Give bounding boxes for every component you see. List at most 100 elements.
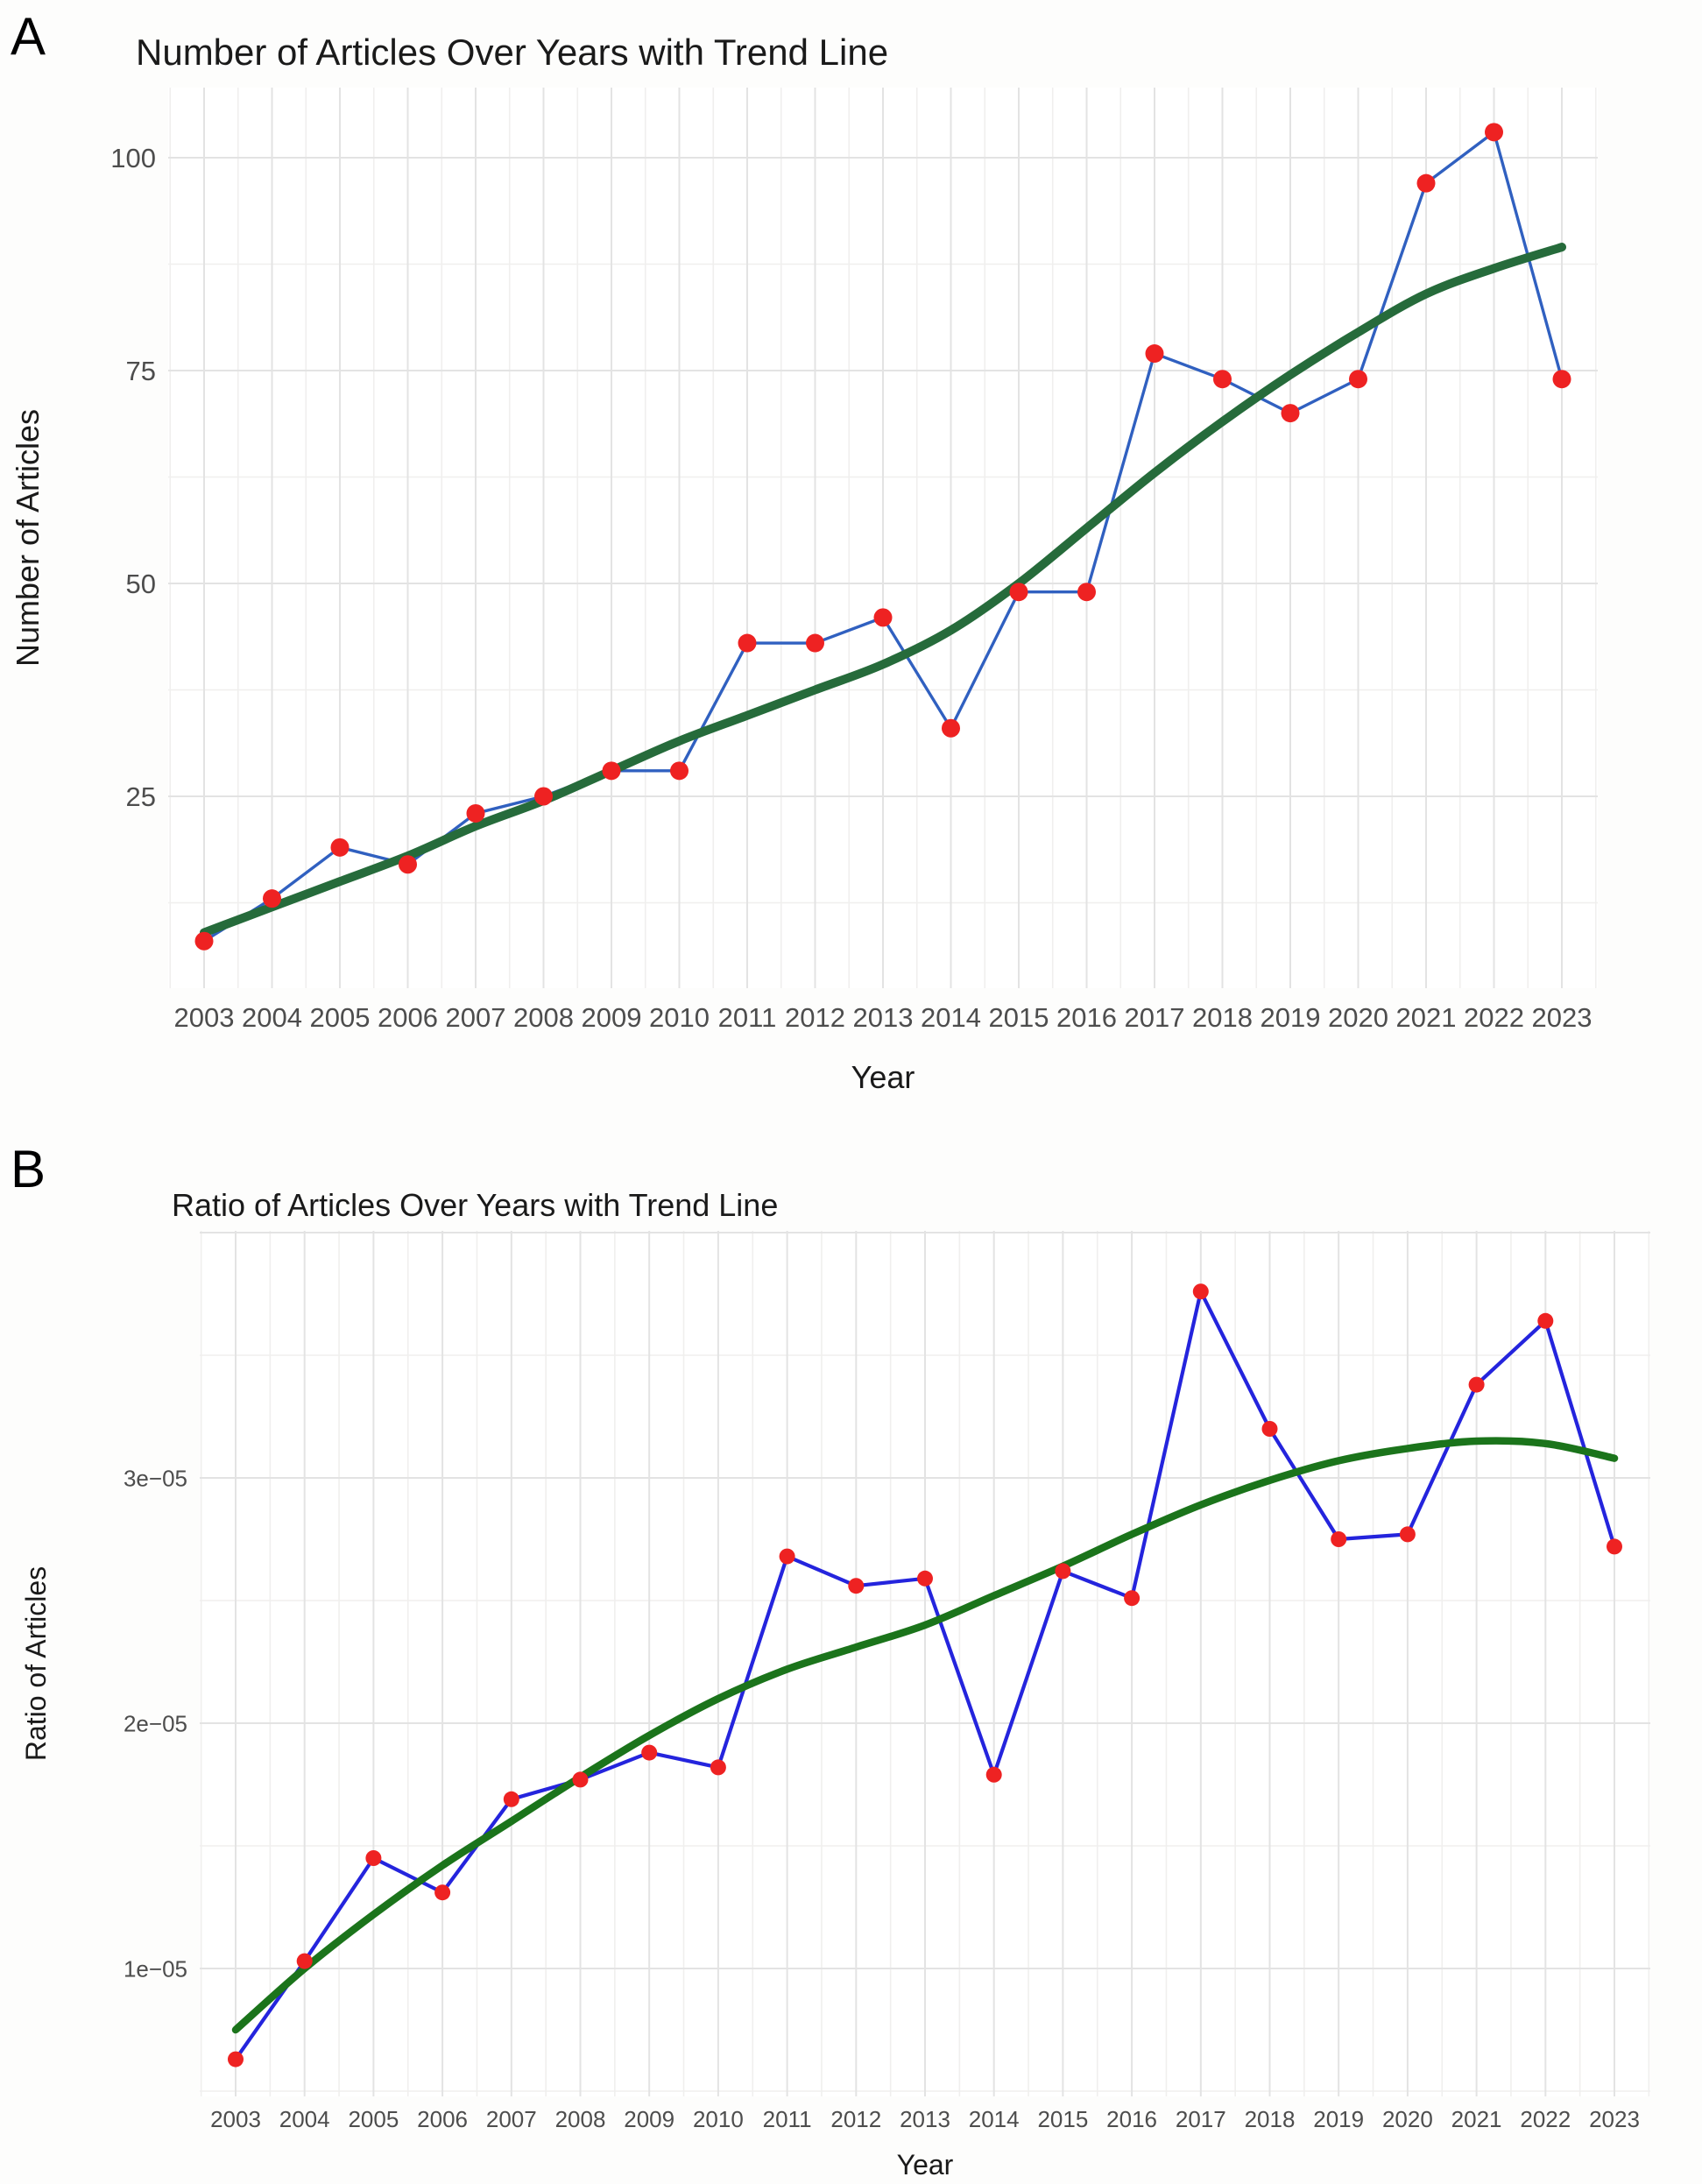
- data-point: [1145, 344, 1164, 364]
- chart-a-y-axis-title: Number of Articles: [10, 409, 46, 667]
- x-tick-label: 2019: [1313, 2106, 1364, 2132]
- y-tick-label: 3e−05: [124, 1465, 187, 1491]
- data-point: [710, 1759, 726, 1776]
- trend-line: [200, 243, 1566, 937]
- trend-line: [231, 1437, 1619, 2034]
- y-tick-label: 1e−05: [124, 1955, 187, 1982]
- y-tick-label: 75: [126, 356, 156, 386]
- x-tick-label: 2004: [242, 1002, 302, 1033]
- x-tick-label: 2022: [1464, 1002, 1524, 1033]
- x-tick-label: 2007: [446, 1002, 506, 1033]
- x-tick-label: 2004: [279, 2106, 330, 2132]
- x-tick-label: 2020: [1382, 2106, 1433, 2132]
- x-tick-label: 2017: [1125, 1002, 1185, 1033]
- chart-a-title: Number of Articles Over Years with Trend…: [136, 32, 888, 73]
- x-tick-label: 2017: [1176, 2106, 1226, 2132]
- data-point: [503, 1791, 519, 1807]
- chart-a-x-axis-title: Year: [851, 1059, 915, 1095]
- data-point: [365, 1850, 382, 1866]
- x-tick-label: 2018: [1192, 1002, 1253, 1033]
- data-point: [1537, 1312, 1554, 1329]
- y-tick-label: 2e−05: [124, 1710, 187, 1736]
- x-tick-label: 2015: [989, 1002, 1049, 1033]
- data-point: [848, 1578, 865, 1594]
- x-tick-label: 2003: [174, 1002, 235, 1033]
- data-point: [641, 1744, 658, 1761]
- y-tick-label: 100: [110, 143, 156, 173]
- data-point: [1124, 1590, 1141, 1607]
- x-tick-label: 2013: [853, 1002, 914, 1033]
- x-tick-label: 2008: [513, 1002, 574, 1033]
- data-point: [228, 2051, 244, 2067]
- x-tick-label: 2010: [649, 1002, 710, 1033]
- x-tick-label: 2015: [1037, 2106, 1088, 2132]
- x-tick-label: 2016: [1106, 2106, 1157, 2132]
- y-tick-label: 50: [126, 569, 156, 599]
- x-tick-label: 2010: [693, 2106, 744, 2132]
- x-tick-label: 2021: [1396, 1002, 1457, 1033]
- x-tick-label: 2008: [555, 2106, 606, 2132]
- x-tick-label: 2023: [1532, 1002, 1593, 1033]
- x-tick-label: 2023: [1589, 2106, 1640, 2132]
- x-tick-label: 2011: [718, 1002, 777, 1033]
- data-point: [942, 718, 960, 738]
- x-tick-label: 2014: [969, 2106, 1020, 2132]
- data-point: [779, 1548, 795, 1565]
- data-point: [738, 633, 757, 653]
- data-point: [1416, 173, 1436, 193]
- panel-a-letter: A: [11, 7, 46, 66]
- data-point: [466, 803, 485, 823]
- data-point: [1261, 1421, 1278, 1437]
- data-point: [1331, 1531, 1347, 1547]
- data-point: [434, 1884, 451, 1901]
- x-tick-label: 2005: [310, 1002, 371, 1033]
- data-point: [1485, 123, 1503, 142]
- x-tick-label: 2013: [900, 2106, 950, 2132]
- data-point: [1468, 1376, 1485, 1393]
- data-point: [1009, 583, 1028, 602]
- data-point: [330, 838, 350, 857]
- x-tick-label: 2019: [1261, 1002, 1321, 1033]
- x-tick-label: 2012: [785, 1002, 845, 1033]
- y-tick-label: 25: [126, 781, 156, 812]
- x-tick-label: 2022: [1520, 2106, 1571, 2132]
- x-tick-label: 2011: [763, 2106, 812, 2132]
- data-point: [534, 787, 553, 806]
- data-point: [873, 608, 893, 627]
- data-point: [1192, 1283, 1209, 1300]
- chart-b-plot-area: 1e−05 2e−05 3e−05 2003 2004 2005 2006 2007 2008 2…: [124, 1231, 1650, 2132]
- x-tick-label: 2006: [417, 2106, 468, 2132]
- data-point: [1552, 370, 1571, 389]
- x-tick-label: 2014: [921, 1002, 981, 1033]
- chart-b-title: Ratio of Articles Over Years with Trend …: [172, 1187, 778, 1223]
- data-point: [917, 1570, 933, 1587]
- chart-b-y-axis-title: Ratio of Articles: [20, 1566, 52, 1761]
- x-tick-label: 2003: [210, 2106, 261, 2132]
- data-point: [1281, 404, 1300, 423]
- data-point: [1349, 370, 1367, 389]
- panel-b-letter: B: [11, 1140, 46, 1198]
- x-tick-label: 2009: [582, 1002, 642, 1033]
- data-point: [1213, 370, 1232, 389]
- data-point: [985, 1766, 1002, 1783]
- x-tick-label: 2012: [830, 2106, 881, 2132]
- chart-b-x-axis-title: Year: [897, 2149, 954, 2180]
- x-tick-label: 2006: [378, 1002, 438, 1033]
- x-tick-label: 2016: [1056, 1002, 1117, 1033]
- data-point: [1055, 1563, 1071, 1580]
- data-point: [602, 761, 621, 781]
- data-point: [1607, 1538, 1622, 1555]
- data-point: [263, 889, 281, 908]
- data-point: [670, 761, 689, 781]
- chart-b: 1e−05 2e−05 3e−05 2003 2004 2005 2006 2007 2008 2…: [11, 1140, 1650, 2180]
- data-point: [1399, 1526, 1416, 1543]
- data-point: [399, 855, 417, 874]
- x-tick-label: 2009: [624, 2106, 674, 2132]
- data-point: [194, 931, 214, 951]
- x-tick-label: 2005: [348, 2106, 399, 2132]
- x-tick-label: 2021: [1451, 2106, 1502, 2132]
